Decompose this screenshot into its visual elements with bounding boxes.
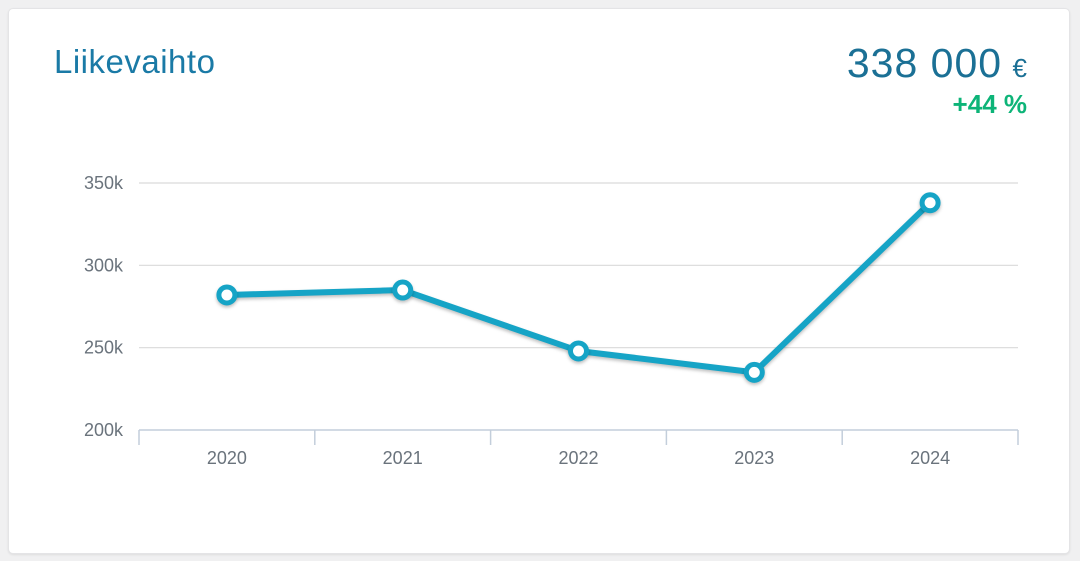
data-point-2021 [392,279,414,301]
y-axis-tick-label: 350k [84,173,124,193]
revenue-card: Liikevaihto 338 000 € +44 % 200k 250k 300k… [8,8,1070,554]
revenue-line-chart: 200k 250k 300k 350k 2020 2021 2022 2023 2024 [84,173,1019,468]
x-axis-category-label: 2020 [207,448,247,468]
headline-value: 338 000 [846,40,1003,86]
card-header: Liikevaihto 338 000 € +44 % [9,9,1069,119]
headline-block: 338 000 € +44 % [847,43,1027,119]
x-axis-category-label: 2024 [910,448,950,468]
data-point-2022 [568,340,589,362]
card-title: Liikevaihto [54,43,216,80]
data-point-2020 [216,284,238,306]
y-axis-tick-label: 250k [84,338,124,358]
headline-value-row: 338 000 € [847,43,1027,84]
currency-symbol: € [1012,53,1027,83]
y-axis-tick-label: 200k [84,420,124,440]
x-axis-category-label: 2021 [383,448,423,468]
data-point-2024 [919,192,941,214]
change-percentage: +44 % [952,89,1027,119]
data-point-2023 [743,361,765,383]
x-axis-category-label: 2022 [558,448,598,468]
x-axis-category-label: 2023 [734,448,774,468]
y-axis-tick-label: 300k [84,255,124,275]
